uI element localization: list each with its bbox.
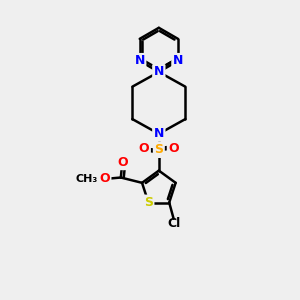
Text: S: S: [144, 196, 153, 209]
Text: N: N: [173, 54, 183, 68]
Text: O: O: [99, 172, 110, 185]
Text: O: O: [168, 142, 179, 155]
Text: N: N: [154, 65, 164, 79]
Text: CH₃: CH₃: [75, 174, 98, 184]
Text: O: O: [139, 142, 149, 155]
Text: N: N: [154, 127, 164, 140]
Text: O: O: [117, 156, 128, 169]
Text: Cl: Cl: [167, 217, 180, 230]
Text: S: S: [154, 143, 163, 157]
Text: N: N: [134, 54, 145, 68]
